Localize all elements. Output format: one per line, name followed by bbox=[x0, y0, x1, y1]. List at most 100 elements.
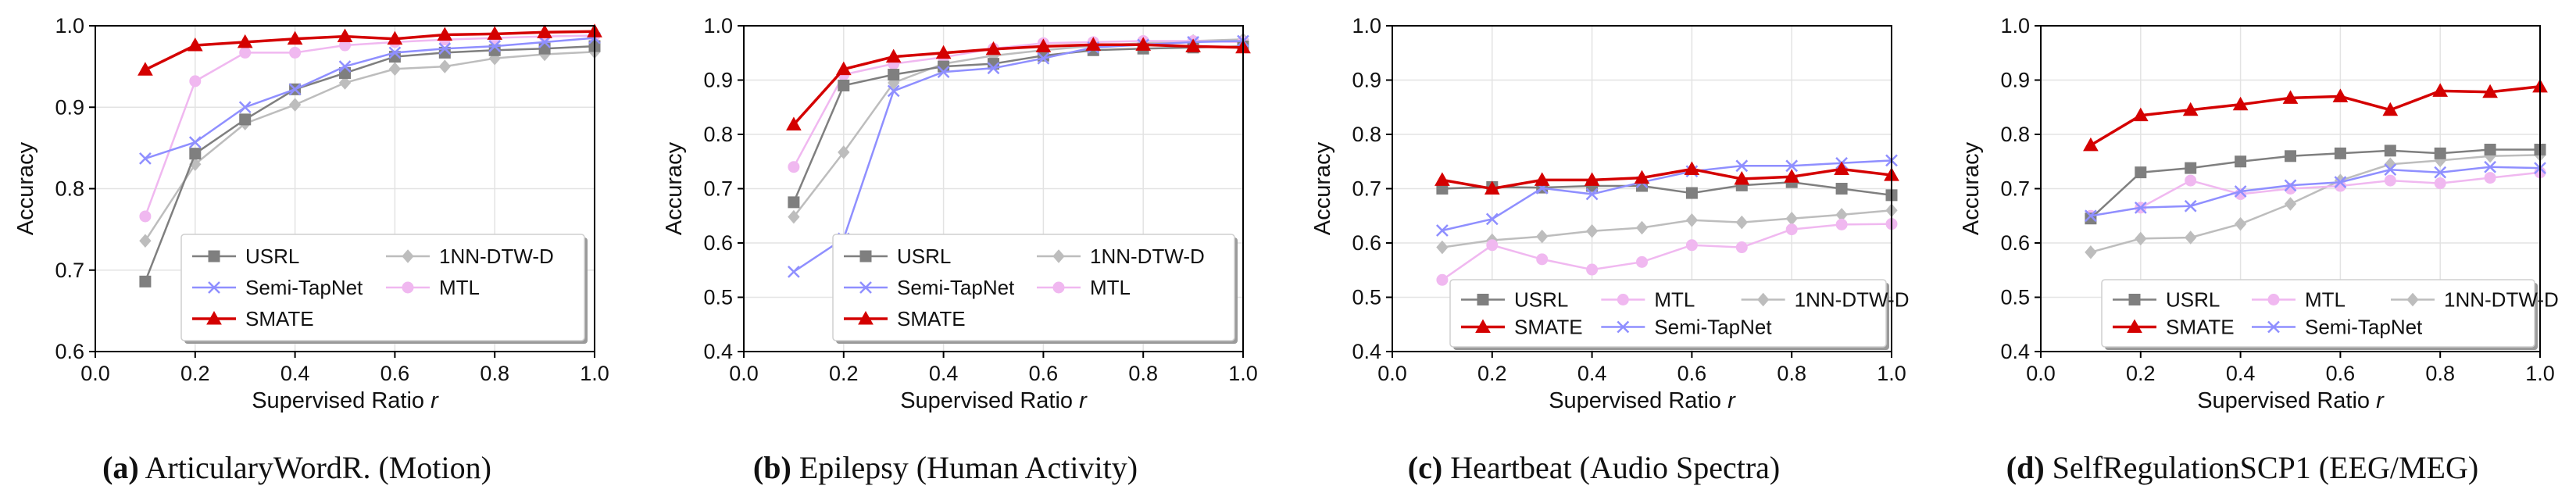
data-point-1nn-dtw-d bbox=[388, 62, 402, 77]
data-point-smate bbox=[237, 34, 253, 48]
caption-label: (a) bbox=[102, 450, 139, 485]
y-tick-label: 0.7 bbox=[703, 177, 733, 201]
chart-panel-3: 0.0 0.2 0.4 0.6 0.8 1.0 0.4 0.5 0.6 0.7 0.8 0.9 1.0 S… bbox=[1959, 14, 2559, 485]
y-axis-label: Accuracy bbox=[13, 141, 38, 235]
data-point-smate bbox=[2083, 137, 2099, 152]
data-point-1nn-dtw-d bbox=[2234, 216, 2247, 231]
data-point-semi-tapnet bbox=[937, 66, 950, 78]
legend: USRL Semi-TapNet SMATE 1NN-DTW-D MTL bbox=[832, 234, 1238, 344]
data-point-usrl bbox=[2235, 155, 2247, 168]
legend-marker-semi-tapnet bbox=[208, 281, 220, 294]
data-point-mtl bbox=[1835, 218, 1848, 230]
data-point-smate bbox=[2382, 102, 2399, 116]
data-point-mtl bbox=[2185, 174, 2197, 187]
data-point-smate bbox=[387, 30, 403, 45]
x-axis-label: Supervised Ratio r bbox=[1549, 388, 1736, 413]
legend-marker-semi-tapnet bbox=[859, 281, 872, 294]
data-point-smate bbox=[1085, 37, 1102, 51]
series-line-1nn-dtw-d bbox=[2090, 154, 2541, 254]
x-tick-label: 0.8 bbox=[480, 362, 509, 385]
legend-marker-usrl bbox=[1477, 294, 1489, 305]
x-tick-label: 0.4 bbox=[280, 362, 310, 385]
data-point-semi-tapnet bbox=[2184, 199, 2197, 212]
x-tick-label: 1.0 bbox=[1228, 362, 1258, 385]
legend-label-usrl: USRL bbox=[897, 245, 951, 268]
legend-label-mtl: MTL bbox=[1654, 288, 1695, 312]
data-point-usrl bbox=[1835, 183, 1848, 195]
data-point-1nn-dtw-d bbox=[2284, 197, 2297, 211]
legend-marker-smate bbox=[858, 310, 874, 325]
x-tick-label: 0.8 bbox=[1777, 362, 1806, 385]
legend-marker-smate bbox=[2127, 319, 2142, 333]
x-tick-label: 1.0 bbox=[2525, 362, 2555, 385]
data-point-smate bbox=[1035, 38, 1052, 52]
data-point-usrl bbox=[888, 69, 900, 81]
legend-label-1nn-dtw-d: 1NN-DTW-D bbox=[439, 245, 554, 268]
data-point-semi-tapnet bbox=[887, 84, 900, 98]
y-tick-label: 0.6 bbox=[55, 340, 84, 363]
y-tick-label: 0.9 bbox=[55, 95, 84, 119]
data-point-semi-tapnet bbox=[1485, 212, 1499, 226]
x-tick-label: 0.6 bbox=[1677, 362, 1707, 385]
legend-label-1nn-dtw-d: 1NN-DTW-D bbox=[1090, 245, 1205, 268]
y-tick-label: 0.9 bbox=[1352, 69, 1381, 92]
data-point-semi-tapnet bbox=[338, 60, 352, 73]
legend-marker-1nn-dtw-d bbox=[1052, 249, 1065, 263]
data-point-smate bbox=[786, 116, 802, 130]
series-line-mtl bbox=[2090, 171, 2541, 217]
series-line-1nn-dtw-d bbox=[792, 38, 1244, 218]
series-line-smate bbox=[2090, 85, 2541, 147]
caption-label: (c) bbox=[1408, 450, 1442, 485]
data-point-usrl bbox=[938, 60, 950, 73]
x-tick-label: 0.8 bbox=[1128, 362, 1158, 385]
y-tick-label: 0.9 bbox=[703, 69, 733, 92]
data-point-usrl bbox=[788, 196, 800, 209]
data-point-smate bbox=[885, 48, 902, 63]
data-point-smate bbox=[1434, 172, 1450, 186]
legend: USRL Semi-TapNet SMATE 1NN-DTW-D MTL bbox=[180, 234, 588, 344]
panel-caption: (c) Heartbeat (Audio Spectra) bbox=[1408, 450, 1780, 485]
caption-label: (b) bbox=[753, 450, 791, 485]
data-point-1nn-dtw-d bbox=[139, 234, 152, 248]
data-point-mtl bbox=[2434, 177, 2446, 190]
chart-panel-1: 0.0 0.2 0.4 0.6 0.8 1.0 0.4 0.5 0.6 0.7 0.8 0.9 1.0 S… bbox=[662, 14, 1258, 485]
data-point-smate bbox=[1734, 170, 1750, 185]
legend-marker-1nn-dtw-d bbox=[2406, 292, 2419, 307]
data-point-mtl bbox=[1436, 273, 1449, 286]
y-tick-label: 1.0 bbox=[2000, 14, 2030, 38]
series-line-mtl bbox=[144, 34, 595, 217]
legend-marker-usrl bbox=[859, 250, 872, 262]
data-point-smate bbox=[1684, 161, 1700, 175]
legend-label-semi-tapnet: Semi-TapNet bbox=[1654, 316, 1772, 339]
y-tick-label: 0.8 bbox=[1352, 123, 1381, 146]
x-tick-label: 0.4 bbox=[929, 362, 959, 385]
panel-caption: (a) ArticularyWordR. (Motion) bbox=[102, 450, 491, 485]
data-point-mtl bbox=[1536, 253, 1549, 266]
data-point-1nn-dtw-d bbox=[788, 209, 800, 224]
data-point-smate bbox=[985, 41, 1002, 55]
data-point-1nn-dtw-d bbox=[1536, 229, 1549, 244]
y-tick-label: 0.4 bbox=[1352, 340, 1381, 363]
x-tick-label: 0.0 bbox=[2026, 362, 2056, 385]
data-point-smate bbox=[287, 30, 303, 45]
x-tick-label: 0.2 bbox=[829, 362, 859, 385]
legend-label-semi-tapnet: Semi-TapNet bbox=[897, 276, 1015, 299]
y-tick-label: 0.8 bbox=[703, 123, 733, 146]
x-tick-label: 0.0 bbox=[729, 362, 759, 385]
data-point-smate bbox=[835, 61, 852, 76]
data-point-mtl bbox=[139, 210, 152, 223]
y-tick-label: 0.4 bbox=[2000, 340, 2030, 363]
data-point-1nn-dtw-d bbox=[1585, 223, 1599, 238]
legend-box bbox=[180, 234, 585, 341]
y-axis-label: Accuracy bbox=[1310, 141, 1335, 235]
series-line-semi-tapnet bbox=[2090, 166, 2541, 217]
data-point-semi-tapnet bbox=[987, 62, 1000, 75]
y-tick-label: 0.6 bbox=[703, 231, 733, 255]
legend-marker-mtl bbox=[402, 281, 414, 294]
data-point-1nn-dtw-d bbox=[2185, 230, 2197, 245]
data-point-smate bbox=[2182, 102, 2199, 116]
data-point-smate bbox=[537, 24, 552, 38]
data-point-1nn-dtw-d bbox=[1735, 215, 1748, 230]
legend-label-mtl: MTL bbox=[2305, 288, 2346, 312]
